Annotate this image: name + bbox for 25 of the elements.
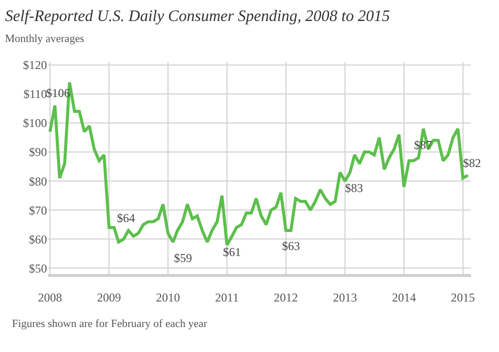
x-tick-label: 2009 [97,290,122,304]
x-tick-label: 2011 [215,290,239,304]
y-tick-label: $50 [29,261,47,276]
y-tick-label: $80 [29,174,47,188]
x-tick-label: 2014 [392,290,416,304]
annotation: $61 [223,245,241,259]
text: Figures shown are for February of each year [12,318,208,330]
annotation: $59 [174,251,192,265]
x-tick-label: 2010 [156,290,180,304]
x-tick-label: 2013 [333,290,358,304]
y-tick-label: $90 [29,145,47,160]
y-tick-label: $120 [23,58,47,72]
x-tick-label: 2008 [38,290,62,304]
y-tick-label: $100 [23,116,47,130]
annotation: $83 [345,181,363,195]
chart-title: Self-Reported U.S. Daily Consumer Spending, 2008 to 2015 [4,8,390,26]
chart-subtitle: Monthly averages [4,32,84,45]
annotation: $63 [282,239,300,253]
y-tick-label: $60 [29,232,47,246]
annotation: $82 [463,156,481,170]
y-tick-label: $110 [23,87,47,102]
x-tick-label: 2012 [274,290,298,304]
y-tick-label: $70 [29,203,47,218]
x-tick-label: 2015 [450,290,475,304]
annotation: $64 [117,211,135,225]
